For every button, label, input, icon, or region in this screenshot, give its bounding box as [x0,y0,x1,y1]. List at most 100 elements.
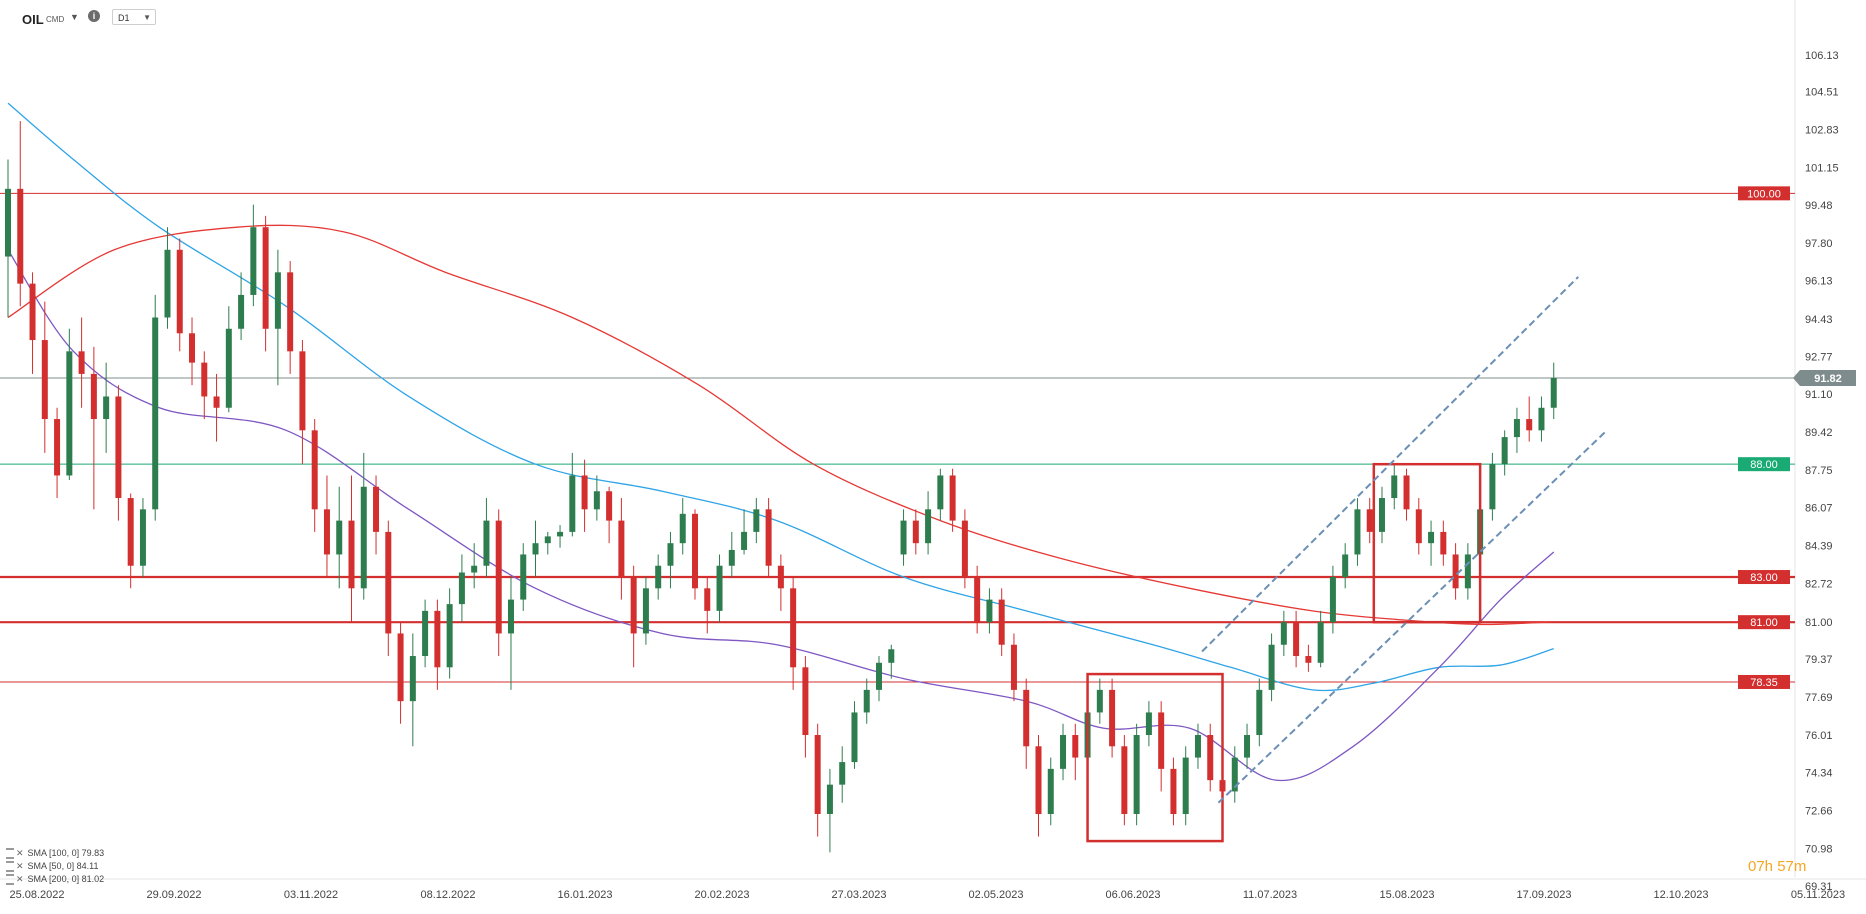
level-tag-100.00 [1738,186,1790,201]
candle [863,678,870,724]
candle-body [1501,437,1508,465]
y-tick-label: 91.10 [1805,389,1833,401]
candle [274,249,281,386]
candle [213,373,220,442]
time-axis: 25.08.2022 29.09.2022 03.11.2022 08.12.2022… [0,878,1866,901]
x-tick-label: 16.01.2023 [557,889,612,901]
candle-body [238,294,245,329]
level-label-88.00: 88.00 [1750,459,1778,471]
channel-line-1 [1217,429,1608,804]
candle-body [299,351,306,431]
candle-body [287,272,294,352]
candle-body [274,272,281,329]
settings-icon[interactable] [6,861,14,873]
candle-body [139,509,146,566]
indicator-legend-sma50[interactable]: ✕ SMA [50, 0] 84.11 [6,861,98,873]
countdown-hours: 07h [1748,858,1774,875]
symbol-name[interactable]: OIL [22,12,44,27]
candle-body [1096,689,1103,713]
candle-body [78,351,85,374]
candle [1231,746,1238,803]
indicator-legend-sma100[interactable]: ✕ SMA [100, 0] 79.83 [6,848,105,860]
candle [593,475,600,521]
candle-body [115,396,122,499]
indicator-label: SMA [100, 0] [27,848,80,858]
level-tag-78.35 [1738,674,1790,689]
candle-body [90,373,97,420]
x-tick-label: 03.11.2022 [284,889,338,901]
candle-body [1489,464,1496,510]
candle-body [1207,735,1214,781]
candle [1047,757,1054,826]
settings-icon[interactable] [6,874,14,886]
candle [814,723,821,837]
candle [790,577,797,690]
candle-body [790,588,797,668]
consolidation-box-0 [1086,672,1224,843]
candle-body [618,520,625,578]
candle [557,525,564,548]
candle-body [1342,554,1349,578]
y-tick-label: 104.51 [1805,87,1839,99]
info-icon[interactable]: i [88,10,100,22]
candle [667,531,674,589]
candle [164,227,171,329]
close-icon[interactable]: ✕ [16,848,24,858]
candle-body [1464,554,1471,589]
x-tick-label: 08.12.2022 [420,889,475,901]
candle-body [851,712,858,763]
candle [483,498,490,578]
x-tick-label: 05.11.2023 [1791,889,1845,901]
candle [679,498,686,555]
candle [90,346,97,510]
candle [986,588,993,634]
level-label-83.00: 83.00 [1750,572,1778,584]
candle [1010,633,1017,702]
candle [127,493,134,589]
candle-body [1268,644,1275,690]
candle-body [250,227,257,295]
settings-icon[interactable] [6,848,14,860]
candle-body [495,520,502,634]
candle-body [1526,419,1533,431]
candle [888,644,895,679]
candle [520,543,527,611]
candle [1550,362,1557,420]
candle-body [765,509,772,566]
close-icon[interactable]: ✕ [16,861,24,871]
candle [54,407,61,499]
candle-body [1452,554,1459,589]
candle [1428,520,1435,566]
price-axis: 106.13 104.51 102.83 101.15 99.48 97.80 96.13 9… [1805,50,1839,893]
candle-body [704,588,711,611]
candle-body [544,536,551,544]
y-tick-label: 101.15 [1805,162,1839,174]
candle-body [5,188,11,257]
candle-body [1109,689,1116,747]
symbol-suffix: CMD [46,15,65,24]
close-icon[interactable]: ✕ [16,874,24,884]
candle-body [1538,407,1545,431]
y-tick-label: 92.77 [1805,352,1833,364]
candle-body [1035,746,1042,815]
candle-body [1133,735,1140,815]
candle [606,486,613,544]
candle-body [1513,419,1520,438]
timeframe-select[interactable]: D1 ▼ [112,9,156,25]
candle [998,588,1005,657]
indicator-legend-sma200[interactable]: ✕ SMA [200, 0] 81.02 [6,874,104,886]
y-tick-label: 89.42 [1805,427,1833,439]
candle-body [213,396,220,408]
candle [655,554,662,600]
indicator-label: SMA [50, 0] [27,861,75,871]
symbol-dropdown-icon[interactable]: ▼ [70,12,79,22]
candle [115,385,122,521]
candle [1305,644,1312,672]
candle [1513,407,1520,453]
candle [139,498,146,578]
indicator-value: 79.83 [81,848,105,858]
candle [851,701,858,769]
candle-body [1391,475,1398,499]
